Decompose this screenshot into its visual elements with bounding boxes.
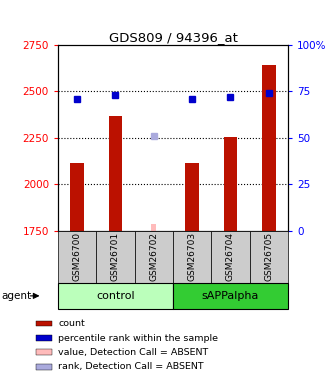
- Text: agent: agent: [2, 291, 32, 301]
- Bar: [173, 283, 288, 309]
- Bar: [58, 283, 173, 309]
- Bar: [135, 231, 173, 283]
- Text: GSM26701: GSM26701: [111, 232, 120, 281]
- Text: value, Detection Call = ABSENT: value, Detection Call = ABSENT: [59, 348, 209, 357]
- Bar: [96, 231, 135, 283]
- Bar: [152, 224, 156, 231]
- Text: GSM26703: GSM26703: [188, 232, 197, 281]
- Bar: [211, 231, 250, 283]
- Bar: [262, 65, 275, 231]
- Bar: [173, 231, 211, 283]
- Title: GDS809 / 94396_at: GDS809 / 94396_at: [109, 31, 237, 44]
- Bar: [109, 116, 122, 231]
- Text: GSM26700: GSM26700: [72, 232, 82, 281]
- Bar: [250, 231, 288, 283]
- Bar: [36, 349, 52, 355]
- Bar: [36, 364, 52, 369]
- Bar: [71, 163, 84, 231]
- Text: sAPPalpha: sAPPalpha: [202, 291, 259, 301]
- Text: GSM26702: GSM26702: [149, 232, 158, 281]
- Text: control: control: [96, 291, 135, 301]
- Bar: [58, 231, 96, 283]
- Text: percentile rank within the sample: percentile rank within the sample: [59, 334, 218, 343]
- Bar: [185, 163, 199, 231]
- Bar: [224, 137, 237, 231]
- Bar: [36, 335, 52, 341]
- Bar: [36, 321, 52, 327]
- Text: GSM26705: GSM26705: [264, 232, 273, 281]
- Text: count: count: [59, 319, 85, 328]
- Text: rank, Detection Call = ABSENT: rank, Detection Call = ABSENT: [59, 362, 204, 371]
- Text: GSM26704: GSM26704: [226, 232, 235, 281]
